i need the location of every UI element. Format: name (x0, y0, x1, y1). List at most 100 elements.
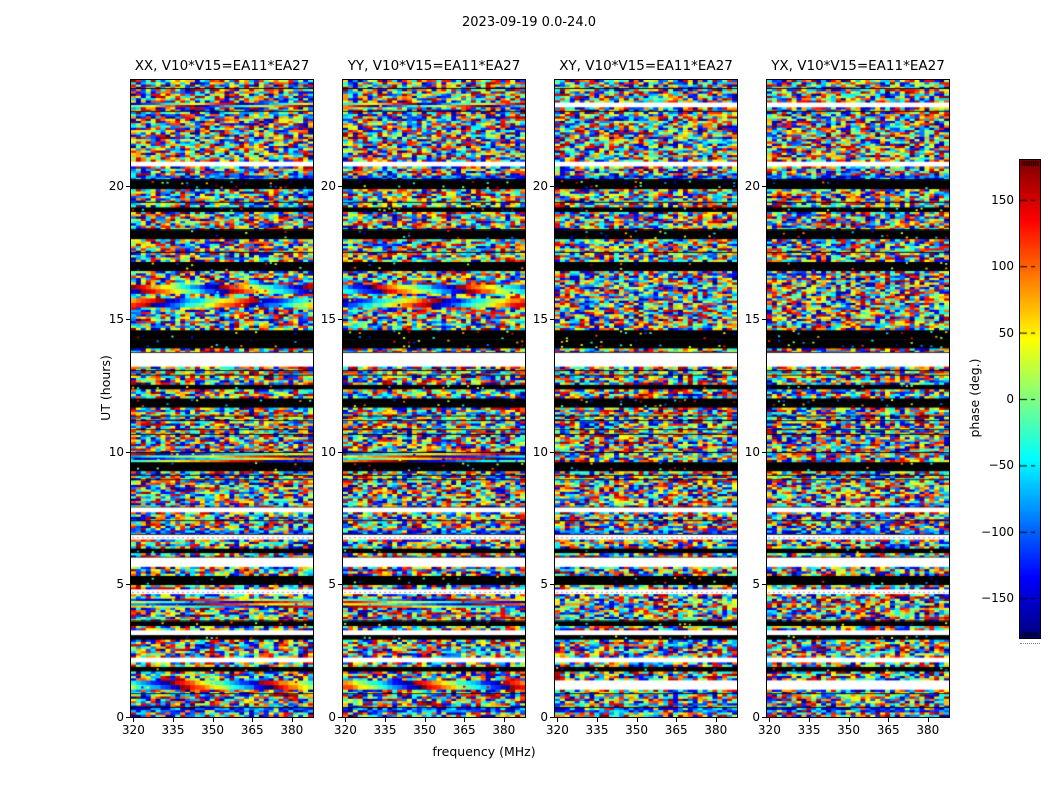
x-tick-label-xy-365: 365 (664, 723, 688, 737)
y-tickmark-xy-0 (550, 717, 554, 718)
y-tickmark-xy-20 (550, 186, 554, 188)
y-tickmark-yy-15 (338, 318, 342, 320)
y-tick-label-yx-15: 15 (744, 311, 760, 326)
x-tickmark-xy-350 (636, 718, 638, 722)
x-tick-label-yx-335: 335 (797, 723, 821, 737)
y-tickmark-yx-20 (762, 186, 766, 188)
heatmap-panel-yx (766, 79, 950, 718)
y-tick-label-xx-15: 15 (108, 311, 124, 326)
heatmap-panel-xy (554, 79, 738, 718)
y-tickmark-yy-10 (338, 451, 342, 453)
colorbar-tick-label-150: 150 (991, 192, 1014, 207)
x-axis-label: frequency (MHz) (432, 744, 536, 759)
panel-title-yy: YY, V10*V15=EA11*EA27 (347, 58, 521, 74)
y-tick-label-yx-5: 5 (752, 577, 760, 592)
heatmap-canvas-yy (343, 80, 525, 717)
colorbar-tick-label--50: −50 (988, 458, 1014, 473)
y-tickmark-xy-5 (550, 584, 554, 586)
y-tickmark-xx-5 (126, 584, 130, 586)
x-tick-label-yy-335: 335 (373, 723, 397, 737)
colorbar-tick-label-50: 50 (998, 325, 1014, 340)
y-tickmark-xx-15 (126, 318, 130, 320)
figure-title: 2023-09-19 0.0-24.0 (462, 15, 596, 30)
x-tickmark-yy-365 (464, 718, 466, 722)
colorbar (1019, 159, 1041, 639)
x-tick-label-xx-365: 365 (240, 723, 264, 737)
x-tickmark-xx-380 (291, 718, 293, 722)
x-tickmark-yx-335 (809, 718, 810, 722)
panel-title-xx: XX, V10*V15=EA11*EA27 (134, 58, 310, 74)
x-tick-label-yx-320: 320 (757, 723, 781, 737)
y-tickmark-yy-20 (338, 186, 342, 188)
y-tickmark-xx-10 (126, 451, 130, 453)
y-tick-label-yy-20: 20 (320, 179, 336, 194)
colorbar-tick-label--150: −150 (981, 591, 1014, 606)
y-axis-label: UT (hours) (98, 355, 113, 421)
x-tickmark-xy-380 (715, 718, 717, 722)
x-tick-label-yy-365: 365 (452, 723, 476, 737)
y-tick-label-yy-0: 0 (328, 710, 336, 724)
heatmap-panel-xx (130, 79, 314, 718)
x-tick-label-yy-320: 320 (333, 723, 357, 737)
panel-title-xy: XY, V10*V15=EA11*EA27 (559, 58, 733, 74)
x-tickmark-xx-350 (212, 718, 214, 722)
x-tickmark-xy-335 (597, 718, 598, 722)
y-tickmark-xy-10 (550, 451, 554, 453)
x-tickmark-xx-365 (252, 718, 254, 722)
x-tick-label-xy-320: 320 (545, 723, 569, 737)
x-tick-label-xx-350: 350 (201, 723, 225, 737)
panel-title-yx: YX, V10*V15=EA11*EA27 (771, 58, 945, 74)
y-tick-label-xy-15: 15 (532, 311, 548, 326)
x-tick-label-xy-350: 350 (625, 723, 649, 737)
y-tick-label-yy-5: 5 (328, 577, 336, 592)
y-tick-label-yx-20: 20 (744, 179, 760, 194)
y-tick-label-xx-0: 0 (116, 710, 124, 724)
y-tick-label-xx-5: 5 (116, 577, 124, 592)
x-tick-label-yy-380: 380 (492, 723, 516, 737)
heatmap-canvas-yx (767, 80, 949, 717)
heatmap-canvas-xx (131, 80, 313, 717)
y-tick-label-xx-20: 20 (108, 179, 124, 194)
y-tick-label-yy-15: 15 (320, 311, 336, 326)
y-tickmark-yx-15 (762, 318, 766, 320)
y-tickmark-yy-0 (338, 717, 342, 718)
y-tick-label-xy-5: 5 (540, 577, 548, 592)
x-tickmark-xx-335 (173, 718, 174, 722)
x-tickmark-yy-380 (503, 718, 505, 722)
y-tick-label-xy-10: 10 (532, 444, 548, 459)
colorbar-tick-label-100: 100 (991, 259, 1014, 274)
y-tick-label-yx-10: 10 (744, 444, 760, 459)
x-tick-label-yx-350: 350 (837, 723, 861, 737)
y-tickmark-xx-20 (126, 186, 130, 188)
x-tickmark-yx-350 (848, 718, 850, 722)
x-tick-label-xx-320: 320 (121, 723, 145, 737)
x-tick-label-yx-380: 380 (916, 723, 940, 737)
colorbar-gradient (1020, 160, 1040, 638)
x-tickmark-xy-365 (676, 718, 678, 722)
heatmap-panel-yy (342, 79, 526, 718)
heatmap-canvas-xy (555, 80, 737, 717)
y-tick-label-yy-10: 10 (320, 444, 336, 459)
y-tickmark-yx-5 (762, 584, 766, 586)
x-tick-label-xy-380: 380 (704, 723, 728, 737)
x-tick-label-xx-380: 380 (280, 723, 304, 737)
y-tickmark-xx-0 (126, 717, 130, 718)
x-tickmark-yx-365 (888, 718, 890, 722)
y-tickmark-yy-5 (338, 584, 342, 586)
y-tickmark-yx-0 (762, 717, 766, 718)
x-tickmark-xx-320 (133, 718, 135, 722)
x-tick-label-yy-350: 350 (413, 723, 437, 737)
x-tickmark-xy-320 (557, 718, 559, 722)
y-tick-label-xx-10: 10 (108, 444, 124, 459)
x-tickmark-yy-350 (424, 718, 426, 722)
colorbar-tick-label-0: 0 (1006, 392, 1014, 406)
colorbar-tick-label--100: −100 (981, 524, 1014, 539)
x-tickmark-yy-320 (345, 718, 347, 722)
x-tick-label-xx-335: 335 (161, 723, 185, 737)
y-tickmark-yx-10 (762, 451, 766, 453)
y-tick-label-yx-0: 0 (752, 710, 760, 724)
y-tick-label-xy-20: 20 (532, 179, 548, 194)
x-tick-label-yx-365: 365 (876, 723, 900, 737)
x-tickmark-yx-320 (769, 718, 771, 722)
